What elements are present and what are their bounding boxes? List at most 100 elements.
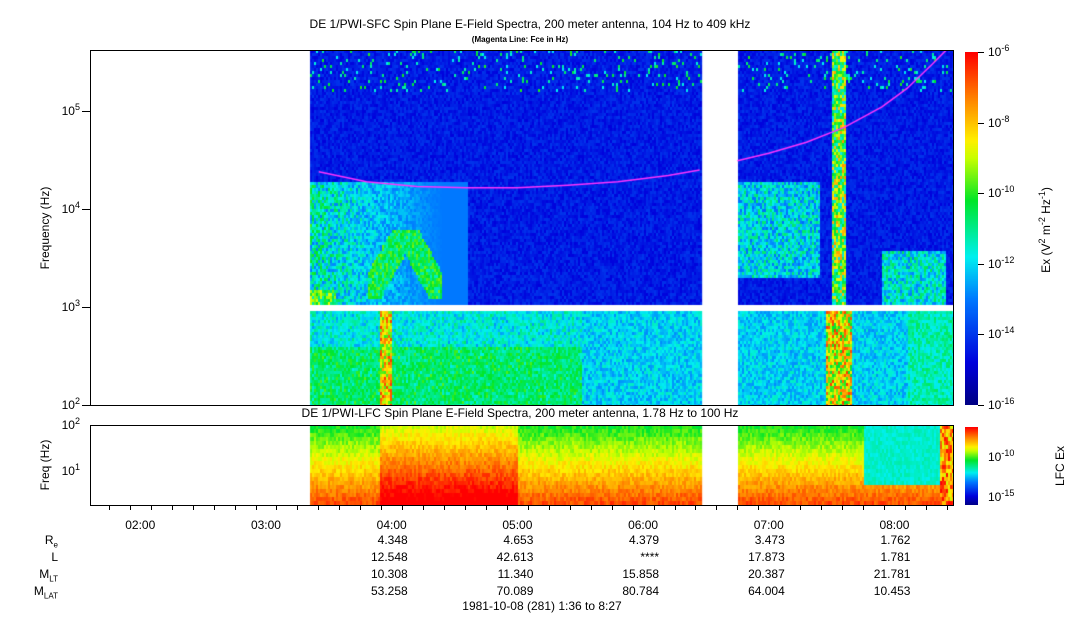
ephemeris-row-label: MLT — [39, 567, 58, 583]
ephemeris-value: 64.004 — [748, 584, 785, 598]
sfc-spectrogram — [90, 50, 953, 405]
lfc-plot-frame — [90, 425, 954, 506]
ephemeris-subscript: e — [53, 540, 58, 550]
x-minor-tick — [548, 505, 550, 510]
ephemeris-value: 15.858 — [622, 567, 660, 581]
x-minor-tick — [423, 505, 425, 510]
ephemeris-name: R — [44, 533, 54, 547]
tick-base: 10 — [61, 104, 75, 118]
ephemeris-row-label: Re — [45, 533, 58, 549]
ephemeris-value: 53.258 — [370, 584, 408, 598]
x-tick-label: 08:00 — [879, 518, 910, 532]
x-minor-tick — [213, 505, 215, 510]
ephemeris-row-label: L — [51, 550, 58, 566]
x-minor-tick — [527, 505, 529, 510]
ephemeris-name: L — [51, 550, 58, 564]
sfc-plot-frame — [90, 50, 954, 406]
tick-exponent: -10 — [1001, 448, 1015, 458]
tick-exponent: 1 — [74, 461, 80, 472]
sfc-ytick — [82, 111, 90, 112]
colorbar-tick-label: 10-6 — [988, 43, 1010, 59]
tick-exponent: 4 — [74, 200, 80, 210]
x-minor-tick — [821, 505, 823, 510]
x-minor-tick — [946, 505, 948, 510]
ephemeris-name: M — [39, 567, 50, 581]
x-tick-label: 02:00 — [125, 518, 156, 532]
colorbar-tick — [978, 122, 984, 124]
ephemeris-row-label: MLAT — [34, 584, 58, 600]
x-tick-label: 03:00 — [250, 518, 281, 532]
tick-base: 10 — [61, 202, 75, 216]
colorbar-tick — [978, 193, 984, 195]
x-minor-tick — [842, 505, 844, 510]
sfc-ytick — [82, 209, 90, 210]
ephemeris-subscript: LAT — [43, 591, 58, 601]
tick-exponent: -10 — [1001, 184, 1015, 195]
ephemeris-value: 4.348 — [377, 533, 408, 547]
x-minor-tick — [381, 505, 383, 510]
sfc-ytick-label: 102 — [62, 396, 80, 412]
sfc-ytick-label: 103 — [62, 298, 80, 314]
x-minor-tick — [653, 505, 655, 510]
x-minor-tick — [779, 505, 781, 510]
lfc-ylabel: Freq (Hz) — [38, 439, 52, 491]
tick-exponent: 5 — [74, 102, 80, 112]
ephemeris-value: 80.784 — [622, 584, 660, 598]
colorbar-tick-label: 10-16 — [988, 396, 1015, 412]
x-minor-tick — [171, 505, 173, 510]
x-minor-tick — [129, 505, 131, 510]
x-minor-tick — [904, 505, 906, 510]
x-minor-tick — [737, 505, 739, 510]
tick-exponent: 2 — [74, 416, 80, 426]
ephemeris-value: **** — [640, 550, 660, 564]
ephemeris-value: 3.473 — [754, 533, 785, 547]
ephemeris-subscript: LT — [49, 574, 58, 584]
x-minor-tick — [863, 505, 865, 510]
x-minor-tick — [444, 505, 446, 510]
ephemeris-value: 4.653 — [503, 533, 534, 547]
ephemeris-value: 70.089 — [496, 584, 534, 598]
x-minor-tick — [108, 505, 110, 510]
tick-base: 10 — [61, 418, 75, 432]
lfc-ytick-label: 102 — [62, 416, 80, 432]
ephemeris-name: M — [33, 584, 44, 598]
tick-base: 10 — [61, 300, 75, 314]
date-range-footer: 1981-10-08 (281) 1:36 to 8:27 — [462, 599, 622, 613]
sfc-subtitle: (Magenta Line: Fce in Hz) — [471, 35, 569, 44]
ephemeris-value: 1.762 — [880, 533, 911, 547]
sfc-ytick — [82, 405, 90, 406]
x-minor-tick — [611, 505, 613, 510]
lfc-colorbar-tick-label: 10-15 — [988, 488, 1015, 504]
lfc-colorbar-tick-label: 10-10 — [988, 448, 1015, 464]
x-minor-tick — [339, 505, 341, 510]
lfc-colorbar — [965, 427, 978, 505]
lfc-spectrogram — [90, 425, 953, 505]
sfc-colorbar — [965, 52, 978, 405]
lfc-colorbar-label: LFC Ex — [1053, 446, 1067, 487]
colorbar-tick-label: 10-10 — [988, 184, 1015, 201]
x-minor-tick — [569, 505, 571, 510]
colorbar-tick — [978, 334, 984, 336]
ephemeris-value: 10.308 — [370, 567, 408, 581]
x-minor-tick — [402, 505, 404, 510]
x-minor-tick — [485, 505, 487, 510]
x-minor-tick — [674, 505, 676, 510]
x-minor-tick — [150, 505, 152, 510]
ephemeris-value: 1.781 — [880, 550, 911, 564]
sfc-ytick-label: 104 — [62, 200, 80, 216]
sfc-title: DE 1/PWI-SFC Spin Plane E-Field Spectra,… — [309, 17, 751, 31]
x-minor-tick — [506, 505, 508, 510]
tick-exponent: -6 — [1001, 43, 1010, 53]
tick-exponent: -8 — [1001, 113, 1010, 124]
colorbar-tick-label: 10-12 — [988, 254, 1015, 271]
sfc-ylabel: Frequency (Hz) — [38, 186, 52, 270]
x-minor-tick — [884, 505, 885, 510]
x-minor-tick — [234, 505, 236, 510]
ephemeris-value: 11.340 — [497, 567, 534, 581]
x-minor-tick — [465, 505, 466, 510]
lfc-title: DE 1/PWI-LFC Spin Plane E-Field Spectra,… — [301, 406, 739, 420]
ephemeris-value: 10.453 — [873, 584, 911, 598]
tick-exponent: -15 — [1001, 488, 1015, 498]
x-minor-tick — [695, 505, 697, 510]
